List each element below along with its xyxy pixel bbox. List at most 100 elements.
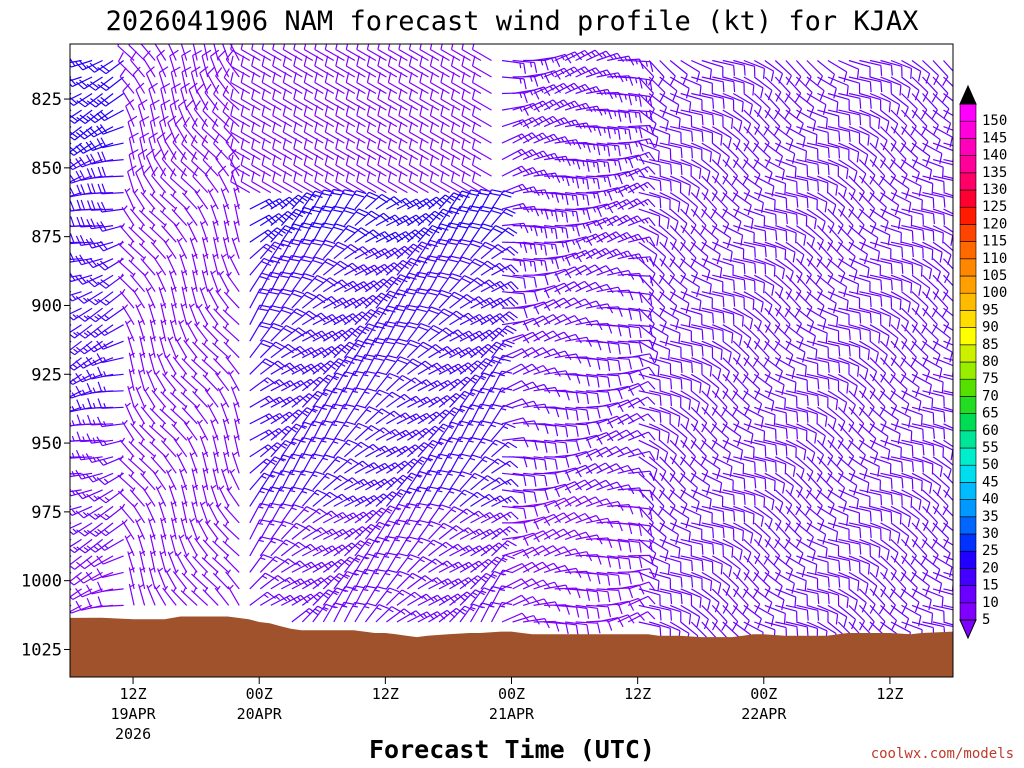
wind-barb: [158, 66, 169, 94]
wind-barb: [859, 324, 881, 344]
wind-barb: [911, 340, 929, 367]
wind-barb: [192, 44, 198, 61]
wind-barb: [732, 604, 750, 631]
wind-barb: [70, 357, 82, 368]
wind-barb: [837, 423, 854, 450]
wind-barb: [932, 505, 949, 532]
wind-barb: [164, 132, 177, 160]
wind-barb: [385, 570, 410, 590]
wind-barb: [649, 604, 672, 621]
wind-barb: [838, 390, 856, 415]
wind-barb: [922, 225, 944, 244]
wind-barb: [575, 434, 603, 445]
wind-barb: [943, 258, 953, 284]
wind-barb: [406, 323, 431, 342]
wind-barb: [554, 353, 582, 364]
wind-barb: [638, 274, 655, 301]
wind-barb: [75, 76, 103, 90]
wind-barb: [97, 166, 124, 178]
wind-barb: [491, 478, 519, 491]
wind-barb: [124, 534, 135, 557]
wind-barb: [911, 423, 935, 439]
wind-barb: [471, 88, 492, 111]
wind-barb: [880, 192, 900, 216]
wind-barb: [160, 167, 177, 194]
wind-barb: [293, 105, 314, 128]
wind-barb: [249, 257, 274, 276]
wind-barb: [648, 109, 669, 132]
wind-barb: [183, 116, 198, 144]
wind-barb: [712, 555, 733, 578]
wind-barb: [827, 109, 851, 126]
wind-barb: [859, 92, 882, 111]
wind-barb: [75, 373, 103, 383]
colorbar-swatch: [959, 310, 977, 328]
wind-barb: [659, 159, 683, 175]
wind-barb: [117, 455, 135, 474]
wind-barb: [785, 456, 805, 480]
wind-barb: [70, 274, 72, 276]
wind-barb: [272, 55, 293, 78]
wind-barb: [128, 224, 146, 243]
wind-barb: [575, 463, 603, 474]
wind-barb: [85, 340, 114, 353]
colorbar-label: 120: [982, 216, 1007, 232]
wind-barb: [722, 324, 743, 346]
wind-barb: [848, 258, 870, 279]
wind-barb: [148, 567, 156, 590]
wind-barb: [214, 585, 230, 606]
wind-barb: [932, 423, 953, 432]
wind-barb: [922, 472, 942, 496]
y-tick-label: 1000: [21, 572, 62, 592]
wind-barb: [848, 307, 872, 324]
wind-barb: [722, 225, 744, 246]
wind-barb: [785, 159, 809, 176]
wind-barb: [764, 439, 788, 456]
wind-barb: [743, 258, 767, 275]
credit-link[interactable]: coolwx.com/models: [870, 746, 1014, 762]
colorbar-label: 110: [982, 251, 1007, 267]
wind-barb: [159, 550, 167, 573]
wind-barb: [743, 225, 767, 242]
wind-barb: [691, 307, 714, 324]
colorbar-swatch: [959, 413, 977, 432]
wind-barb: [512, 241, 537, 256]
wind-barb: [471, 72, 492, 95]
wind-barb: [491, 540, 517, 557]
wind-barb: [911, 555, 929, 581]
wind-barb: [785, 522, 802, 548]
wind-barb: [293, 121, 314, 144]
wind-barb: [377, 121, 398, 144]
wind-barb: [701, 324, 724, 342]
wind-barb: [544, 208, 569, 223]
wind-barb: [922, 456, 943, 478]
wind-barb: [564, 298, 593, 309]
wind-barb: [690, 175, 709, 201]
wind-barb: [213, 355, 230, 375]
wind-barb: [202, 322, 219, 342]
wind-barb: [417, 224, 443, 243]
wind-barb: [491, 339, 515, 359]
wind-barb: [215, 67, 230, 94]
wind-barb: [827, 225, 844, 252]
wind-barb: [754, 456, 777, 473]
wind-barb: [225, 354, 240, 375]
wind-barb: [261, 154, 282, 177]
wind-barb: [365, 445, 393, 458]
wind-barb: [438, 273, 462, 293]
ground-area: [70, 616, 953, 677]
wind-barb: [880, 373, 896, 400]
wind-barb: [701, 126, 723, 146]
wind-barb: [859, 208, 877, 234]
wind-barb: [259, 241, 285, 260]
wind-barb: [638, 472, 656, 498]
wind-barb: [806, 439, 825, 465]
wind-barb: [627, 181, 656, 194]
wind-barb: [70, 340, 72, 343]
wind-barb: [617, 612, 645, 623]
wind-barb: [806, 357, 830, 373]
wind-barb: [638, 93, 655, 119]
wind-barb: [680, 291, 702, 312]
wind-barb: [312, 239, 336, 260]
wind-barb: [901, 439, 925, 456]
